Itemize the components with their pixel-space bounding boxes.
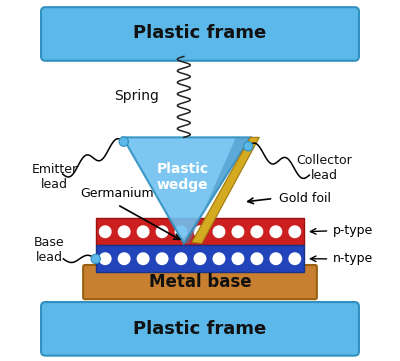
Circle shape [289, 253, 300, 265]
Text: −: − [195, 254, 205, 264]
Text: −: − [233, 254, 243, 264]
Text: −: − [214, 254, 224, 264]
Circle shape [137, 253, 149, 265]
Text: Plastic
wedge: Plastic wedge [157, 162, 209, 192]
Text: Metal base: Metal base [149, 273, 251, 291]
Circle shape [137, 226, 149, 238]
Text: −: − [100, 254, 110, 264]
Text: +: + [272, 226, 280, 236]
Circle shape [156, 226, 168, 238]
Text: −: − [138, 254, 148, 264]
Circle shape [213, 253, 225, 265]
Polygon shape [192, 137, 259, 243]
Text: +: + [120, 226, 128, 236]
Text: Emitter
lead: Emitter lead [31, 163, 78, 191]
Text: +: + [215, 226, 223, 236]
FancyBboxPatch shape [41, 7, 359, 61]
Text: −: − [290, 254, 300, 264]
Text: Plastic frame: Plastic frame [133, 24, 267, 42]
Text: −: − [252, 254, 262, 264]
Circle shape [232, 253, 244, 265]
Circle shape [119, 137, 128, 146]
Circle shape [156, 253, 168, 265]
Circle shape [251, 253, 263, 265]
Text: +: + [177, 226, 185, 236]
Text: +: + [158, 226, 166, 236]
Circle shape [213, 226, 225, 238]
Text: Gold foil: Gold foil [279, 192, 331, 205]
Text: Germanium: Germanium [80, 187, 154, 200]
Circle shape [194, 253, 206, 265]
Text: p-type: p-type [333, 224, 373, 237]
Circle shape [100, 226, 111, 238]
Text: +: + [234, 226, 242, 236]
Text: +: + [101, 226, 109, 236]
Circle shape [175, 226, 187, 238]
Text: Collector
lead: Collector lead [296, 154, 352, 182]
Circle shape [91, 254, 100, 264]
Text: +: + [253, 226, 261, 236]
Bar [96, 218, 304, 245]
Bar [96, 245, 304, 272]
Polygon shape [123, 137, 250, 243]
Circle shape [118, 253, 130, 265]
Text: −: − [157, 254, 167, 264]
Circle shape [175, 253, 187, 265]
Circle shape [194, 226, 206, 238]
FancyBboxPatch shape [83, 265, 317, 299]
Circle shape [100, 253, 111, 265]
Text: n-type: n-type [333, 252, 373, 265]
Circle shape [289, 226, 300, 238]
Text: +: + [139, 226, 147, 236]
Text: +: + [196, 226, 204, 236]
Text: −: − [120, 254, 129, 264]
Text: Base
lead: Base lead [34, 235, 64, 264]
Text: +: + [291, 226, 299, 236]
Polygon shape [184, 137, 250, 243]
Circle shape [118, 226, 130, 238]
Circle shape [270, 253, 282, 265]
Circle shape [232, 226, 244, 238]
Text: Plastic frame: Plastic frame [133, 319, 267, 338]
Circle shape [244, 142, 253, 151]
FancyBboxPatch shape [41, 302, 359, 356]
Circle shape [270, 226, 282, 238]
Text: −: − [271, 254, 280, 264]
Circle shape [251, 226, 263, 238]
Text: −: − [176, 254, 186, 264]
Text: Spring: Spring [114, 89, 159, 103]
